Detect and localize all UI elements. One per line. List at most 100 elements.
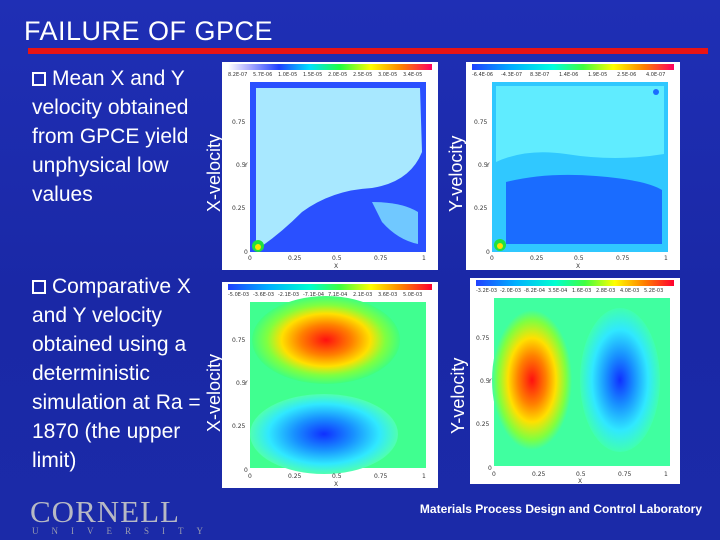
x-tick: 1	[422, 473, 426, 480]
cb-tick: 4.0E-03	[620, 288, 639, 294]
field-hotspot-core	[497, 243, 503, 249]
y-tick: 0.75	[474, 119, 488, 126]
cb-tick: 2.5E-06	[617, 72, 636, 78]
y-tick: 0.25	[232, 423, 246, 430]
x-axis-label: X	[334, 481, 338, 488]
cb-tick: 5.7E-06	[253, 72, 272, 78]
cb-tick: -5.0E-03	[228, 292, 249, 298]
cb-tick: 2.1E-03	[353, 292, 372, 298]
panel-deterministic-x-velocity: -5.0E-03 -3.6E-03 -2.1E-03 -7.1E-04 7.1E…	[222, 282, 438, 488]
y-tick: 0.5	[478, 162, 488, 169]
cb-tick: -3.2E-03	[476, 288, 497, 294]
y-velocity-label-bottom: Y-velocity	[448, 357, 468, 434]
cb-tick: 3.0E-05	[378, 72, 397, 78]
cb-tick: 2.5E-05	[353, 72, 372, 78]
cb-tick: 1.9E-05	[588, 72, 607, 78]
x-tick: 0.5	[576, 471, 586, 478]
cb-tick: 1.5E-05	[303, 72, 322, 78]
colorbar-ticks: -3.2E-03 -2.0E-03 -8.2E-04 3.5E-04 1.6E-…	[476, 288, 663, 294]
cb-tick: 8.3E-07	[530, 72, 549, 78]
mean-y-velocity-plot: -6.4E-06 -4.3E-07 8.3E-07 1.4E-06 1.9E-0…	[472, 64, 674, 270]
panel-deterministic-y-velocity: -3.2E-03 -2.0E-03 -8.2E-04 3.5E-04 1.6E-…	[470, 278, 680, 484]
deterministic-y-velocity-plot: -3.2E-03 -2.0E-03 -8.2E-04 3.5E-04 1.6E-…	[476, 280, 674, 484]
cb-tick: -4.3E-07	[501, 72, 522, 78]
colorbar-ticks: -6.4E-06 -4.3E-07 8.3E-07 1.4E-06 1.9E-0…	[472, 72, 665, 78]
mean-x-velocity-plot: 8.2E-07 5.7E-06 1.0E-05 1.5E-05 2.0E-05 …	[228, 64, 432, 270]
cornell-logo: CORNELL	[30, 494, 180, 529]
cb-tick: 1.0E-05	[278, 72, 297, 78]
colorbar	[476, 280, 674, 286]
cb-tick: 2.8E-03	[596, 288, 615, 294]
y-tick: 0.5	[236, 162, 246, 169]
x-tick: 0	[248, 255, 252, 262]
field-positive-cell	[492, 310, 572, 450]
cb-tick: 3.6E-03	[378, 292, 397, 298]
x-tick: 0.5	[332, 473, 342, 480]
cb-tick: -8.2E-04	[524, 288, 545, 294]
x-tick: 0.75	[618, 471, 632, 478]
y-tick: 0.5	[480, 378, 490, 385]
x-tick: 0.75	[374, 255, 388, 262]
cb-tick: -6.4E-06	[472, 72, 493, 78]
x-tick: 1	[664, 471, 668, 478]
x-tick: 0.5	[574, 255, 584, 262]
colorbar-ticks: 8.2E-07 5.7E-06 1.0E-05 1.5E-05 2.0E-05 …	[228, 72, 422, 78]
field-region-light	[256, 88, 422, 246]
x-tick: 0.25	[288, 255, 302, 262]
x-tick: 1	[422, 255, 426, 262]
field-negative-cell	[580, 308, 660, 452]
x-axis-label: X	[334, 263, 338, 270]
y-tick: 0.5	[236, 380, 246, 387]
x-tick: 0.25	[530, 255, 544, 262]
colorbar	[228, 284, 432, 290]
x-axis-label: X	[576, 263, 580, 270]
footer-lab-name: Materials Process Design and Control Lab…	[419, 502, 702, 516]
bullet-second: Comparative X and Y velocity obtained us…	[32, 272, 202, 475]
field-region-upper	[496, 86, 664, 162]
cb-tick: -3.6E-03	[253, 292, 274, 298]
cb-tick: 1.4E-06	[559, 72, 578, 78]
x-ticks: 0 0.25 0.5 0.75 1	[492, 471, 668, 478]
bullet-first-text: Mean X and Y velocity obtained from GPCE…	[32, 67, 189, 206]
y-ticks: 0.75 0.5 0.25 0	[474, 119, 490, 256]
x-tick: 0	[492, 471, 496, 478]
x-ticks: 0 0.25 0.5 0.75 1	[490, 255, 668, 262]
cb-tick: -2.1E-03	[278, 292, 299, 298]
x-tick: 0	[248, 473, 252, 480]
x-tick: 0	[490, 255, 494, 262]
y-tick: 0.75	[476, 335, 490, 342]
y-tick: 0.25	[474, 205, 488, 212]
y-tick: 0.25	[476, 421, 490, 428]
title-rule	[28, 48, 708, 54]
x-axis-label: X	[578, 478, 582, 484]
field-positive-cell	[252, 296, 400, 384]
cb-tick: 3.4E-05	[403, 72, 422, 78]
y-tick: 0	[486, 249, 490, 256]
page-title: FAILURE OF GPCE	[24, 16, 274, 46]
colorbar	[228, 64, 432, 70]
bullet-first: Mean X and Y velocity obtained from GPCE…	[32, 64, 202, 209]
x-tick: 0.5	[332, 255, 342, 262]
x-ticks: 0 0.25 0.5 0.75 1	[248, 473, 426, 480]
cb-tick: 7.1E-04	[328, 292, 347, 298]
cb-tick: 1.6E-03	[572, 288, 591, 294]
y-tick: 0.25	[232, 205, 246, 212]
x-tick: 0.75	[374, 473, 388, 480]
field-region-lower	[506, 174, 662, 244]
y-tick: 0.75	[232, 119, 246, 126]
y-axis-label: Y	[487, 378, 492, 385]
x-tick: 0.25	[532, 471, 546, 478]
cornell-logo-subtitle: UNIVERSITY	[32, 526, 216, 536]
field-negative-cell	[250, 394, 398, 474]
cb-tick: 5.0E-03	[403, 292, 422, 298]
cb-tick: 4.0E-07	[646, 72, 665, 78]
panel-mean-x-velocity: 8.2E-07 5.7E-06 1.0E-05 1.5E-05 2.0E-05 …	[222, 62, 438, 270]
y-tick: 0	[244, 249, 248, 256]
field-spot	[653, 89, 659, 95]
cb-tick: 8.2E-07	[228, 72, 247, 78]
bullet-square-icon	[32, 72, 46, 86]
x-tick: 0.25	[288, 473, 302, 480]
bullet-second-text: Comparative X and Y velocity obtained us…	[32, 275, 201, 472]
x-ticks: 0 0.25 0.5 0.75 1	[248, 255, 426, 262]
bullet-square-icon	[32, 280, 46, 294]
